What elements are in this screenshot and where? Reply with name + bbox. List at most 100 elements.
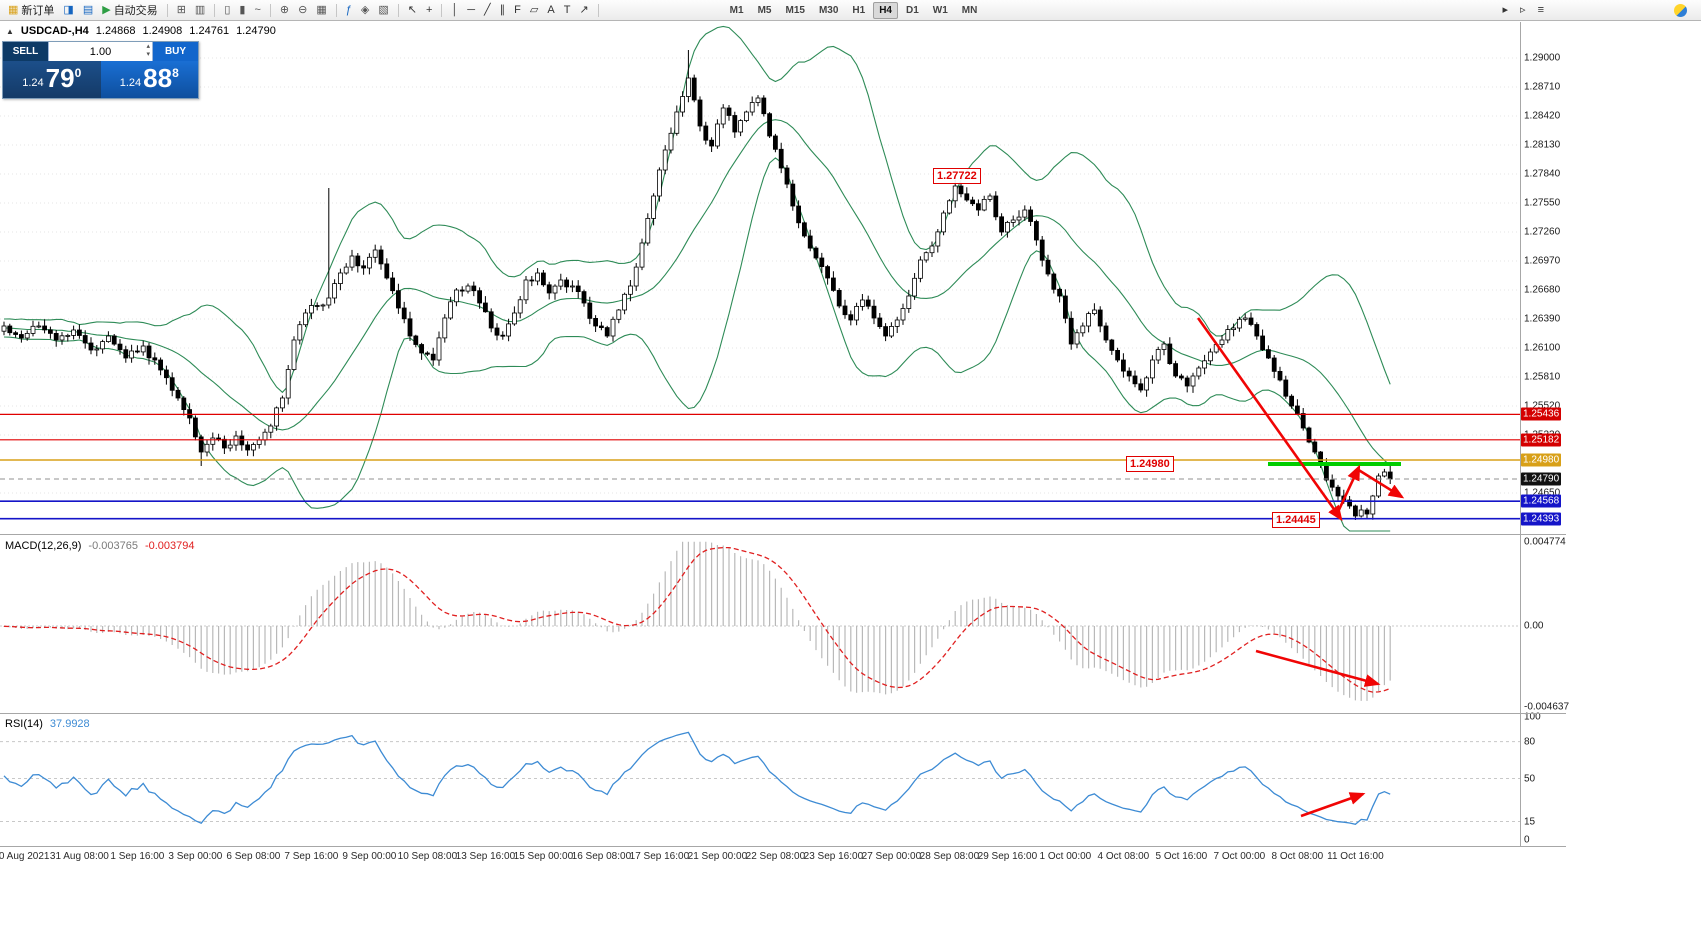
zoom-in-button[interactable]: ⊕	[276, 2, 293, 19]
new-order-button-glyph: ▦	[8, 3, 19, 16]
sell-price-prefix: 1.24	[22, 77, 44, 89]
price-axis-label: 1.28420	[1524, 110, 1561, 122]
shapes-button[interactable]: ▱	[526, 2, 542, 19]
horizontal-line-button[interactable]: ─	[463, 2, 479, 19]
trendline-button-glyph: ╱	[484, 3, 491, 16]
timeframe-button-M5[interactable]: M5	[757, 4, 772, 16]
panel-separator[interactable]	[0, 534, 1566, 535]
shapes-button-glyph: ▱	[529, 3, 539, 16]
profiles-icon[interactable]: ▥	[191, 2, 209, 19]
rsi-axis-label: 80	[1524, 736, 1536, 748]
price-axis-label: 1.28710	[1524, 81, 1561, 93]
toolbar-separator	[597, 3, 599, 17]
buy-button-label: BUY	[164, 46, 187, 57]
toolbar-right-group: ▸ ▹ ≡	[1499, 2, 1691, 19]
chart-candlestick-icon[interactable]: ▮	[235, 2, 249, 19]
text-button[interactable]: A	[543, 2, 558, 19]
cursor-button[interactable]: ↖	[404, 2, 421, 19]
autotrading-button[interactable]: ▶ 自动交易	[98, 2, 161, 19]
new-order-button[interactable]: ▦ 新订单	[4, 2, 58, 19]
trend-arrow[interactable]	[1356, 467, 1405, 499]
panel-separator[interactable]	[0, 713, 1566, 714]
one-click-trading-panel: SELL 1.00 ▴ ▾ BUY 1.24 79 0 1.24 88	[2, 41, 199, 99]
volume-stepper[interactable]: ▴ ▾	[146, 43, 150, 59]
price-axis-label: 1.26100	[1524, 342, 1561, 354]
support-price-label[interactable]: 1.24980	[1126, 456, 1174, 472]
trend-arrow[interactable]	[1196, 317, 1343, 522]
panel-separator[interactable]	[0, 846, 1566, 847]
time-axis-label: 4 Oct 08:00	[1097, 851, 1150, 862]
timeframe-button-D1[interactable]: D1	[905, 4, 919, 16]
timeframe-button-W1[interactable]: W1	[932, 4, 948, 16]
time-axis-label: 15 Sep 00:00	[513, 851, 574, 862]
timeframe-switcher: M1 M5 M15 M30 H1 H4 D1 W1 MN	[724, 1, 984, 19]
templates-icon[interactable]: ▧	[374, 2, 392, 19]
rsi-panel-canvas[interactable]	[0, 714, 1520, 845]
crosshair-button[interactable]: +	[422, 2, 436, 19]
volume-up-icon[interactable]: ▴	[146, 43, 150, 50]
fibonacci-button-glyph: F	[514, 3, 521, 16]
buy-button[interactable]: BUY	[153, 42, 198, 61]
chart-bar-icon[interactable]: ▯	[220, 2, 234, 19]
sell-price-display[interactable]: 1.24 79 0	[3, 61, 101, 98]
resistance-price-label[interactable]: 1.27722	[933, 168, 981, 184]
trendline-button[interactable]: ╱	[480, 2, 495, 19]
timeframe-button-H1[interactable]: H1	[852, 4, 866, 16]
vertical-line-button[interactable]: │	[447, 2, 462, 19]
horizontal-line-button-glyph: ─	[467, 3, 476, 16]
sell-price-pip: 0	[74, 66, 82, 80]
sound-alert-icon[interactable]: ◨	[59, 2, 77, 19]
macd-axis-label: -0.004637	[1524, 701, 1570, 713]
rsi-value: 37.9928	[49, 718, 90, 730]
auto-scroll-icon[interactable]: ▸	[1499, 2, 1513, 19]
macd-panel-canvas[interactable]	[0, 536, 1520, 713]
time-axis-label: 29 Sep 16:00	[977, 851, 1038, 862]
time-axis-label: 17 Sep 16:00	[629, 851, 690, 862]
chart-candlestick-icon-glyph: ▮	[239, 3, 246, 16]
market-watch-icon-glyph: ▤	[82, 3, 94, 16]
timeframe-button-H4[interactable]: H4	[873, 1, 898, 19]
price-scale[interactable]: 1.29000 1.28710 1.28420 1.28130 1.27840 1.275…	[1521, 0, 1570, 942]
community-icon[interactable]	[1670, 2, 1691, 19]
zoom-out-button[interactable]: ⊖	[294, 2, 311, 19]
chart-line-icon[interactable]: ~	[250, 2, 264, 19]
time-axis-label: 11 Oct 16:00	[1327, 851, 1384, 862]
templates-icon-glyph: ▧	[378, 3, 389, 16]
new-chart-icon[interactable]: ⊞	[173, 2, 190, 19]
text-label-button[interactable]: T	[560, 2, 575, 19]
price-tag-1.24790: 1.24790	[1521, 472, 1562, 486]
timeframe-button-MN[interactable]: MN	[961, 4, 978, 16]
timeframe-button-M1[interactable]: M1	[729, 4, 744, 16]
channel-button[interactable]: ∥	[496, 2, 510, 19]
rsi-header: RSI(14) 37.9928	[5, 718, 90, 730]
text-button-glyph: A	[547, 3, 555, 16]
buy-price-display[interactable]: 1.24 88 8	[100, 61, 198, 98]
main-chart-canvas[interactable]	[0, 22, 1520, 533]
volume-field[interactable]: 1.00 ▴ ▾	[48, 42, 153, 61]
macd-axis-label: 0.004774	[1524, 536, 1566, 548]
symbol-marker-icon: ▲	[6, 26, 14, 36]
price-scale-border	[1520, 22, 1521, 846]
macd-axis-label: 0.00	[1524, 620, 1544, 632]
indicators-button[interactable]: ƒ	[342, 2, 356, 19]
time-period-icon[interactable]: ◈	[357, 2, 373, 19]
tile-windows-icon[interactable]: ▦	[312, 2, 330, 19]
chart-shift-icon[interactable]: ▹	[1516, 2, 1530, 19]
sell-button[interactable]: SELL	[3, 42, 48, 61]
market-watch-icon[interactable]: ▤	[79, 2, 97, 19]
arrows-button-glyph: ↗	[579, 3, 589, 16]
price-tag-1.24393: 1.24393	[1521, 512, 1562, 526]
arrows-button[interactable]: ↗	[575, 2, 592, 19]
sell-price-big: 79	[45, 63, 75, 93]
trend-arrow[interactable]	[1335, 464, 1361, 515]
low-price-label[interactable]: 1.24445	[1272, 512, 1320, 528]
price-axis-label: 1.27550	[1524, 197, 1561, 209]
timeframe-button-M15[interactable]: M15	[785, 4, 805, 16]
volume-down-icon[interactable]: ▾	[146, 51, 150, 58]
zoom-out-button-glyph: ⊖	[298, 3, 308, 16]
new-order-button-label: 新订单	[21, 5, 55, 17]
fibonacci-button[interactable]: F	[510, 2, 525, 19]
timeframe-button-M30[interactable]: M30	[818, 4, 839, 16]
docking-icon[interactable]: ≡	[1534, 2, 1548, 19]
